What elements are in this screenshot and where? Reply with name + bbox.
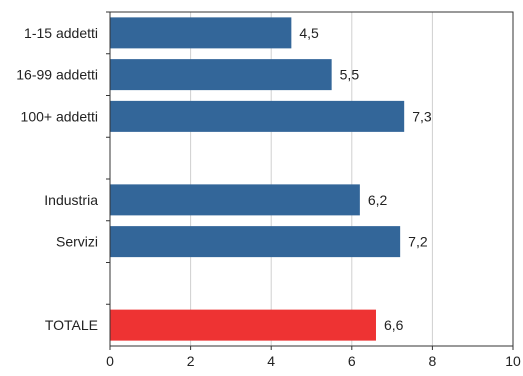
value-label: 7,3 [412, 108, 432, 124]
category-label: Industria [44, 192, 98, 208]
category-label: 100+ addetti [21, 108, 98, 124]
value-label: 6,6 [384, 317, 404, 333]
category-label: Servizi [56, 234, 98, 250]
x-tick-label: 0 [106, 353, 114, 369]
value-label: 5,5 [340, 67, 360, 83]
labels: 0 2 4 6 8 10 1-15 addetti 4,5 16-99 addetti 5,5 10… [16, 25, 521, 369]
category-label: 1-15 addetti [24, 25, 98, 41]
bars [110, 17, 405, 341]
value-label: 4,5 [299, 25, 319, 41]
axes [106, 11, 514, 350]
x-tick-label: 6 [348, 353, 356, 369]
bar [110, 184, 360, 216]
category-label: TOTALE [45, 317, 98, 333]
x-tick-label: 4 [267, 353, 275, 369]
bar [110, 100, 405, 132]
category-label: 16-99 addetti [16, 67, 98, 83]
x-tick-label: 8 [429, 353, 437, 369]
bar [110, 309, 376, 341]
value-label: 6,2 [368, 192, 388, 208]
x-tick-label: 2 [187, 353, 195, 369]
bar [110, 226, 401, 258]
bar [110, 59, 332, 91]
value-label: 7,2 [408, 234, 428, 250]
bar [110, 17, 292, 49]
x-tick-label: 10 [505, 353, 521, 369]
